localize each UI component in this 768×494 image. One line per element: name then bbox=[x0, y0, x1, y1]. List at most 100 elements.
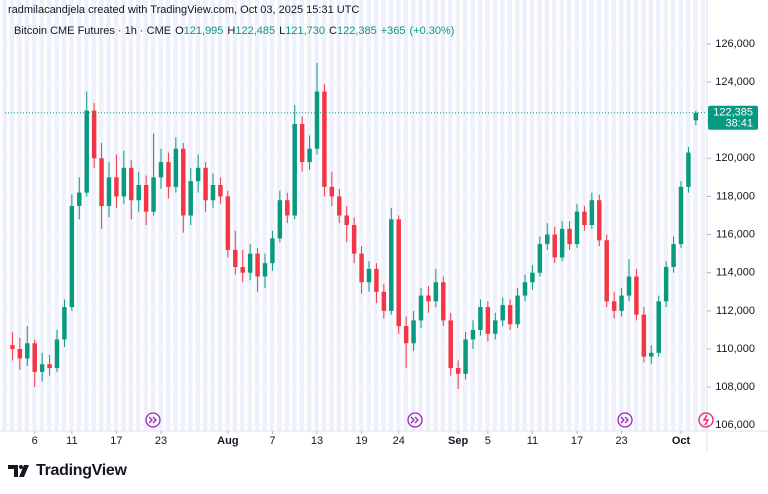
readout-item: H122,485 bbox=[227, 25, 275, 37]
candle-body bbox=[493, 320, 498, 334]
session-stripe bbox=[39, 0, 44, 431]
candle-body bbox=[574, 211, 580, 245]
candle-body bbox=[359, 253, 364, 283]
candle-body bbox=[470, 329, 476, 340]
candle-body bbox=[136, 184, 141, 201]
candle-body bbox=[314, 91, 320, 149]
session-stripe bbox=[61, 0, 67, 431]
y-tick-label: 118,000 bbox=[716, 190, 755, 202]
x-tick-label: 7 bbox=[269, 435, 275, 447]
event-icon[interactable] bbox=[617, 412, 633, 428]
session-stripe bbox=[410, 0, 416, 431]
readout-value: 122,485 bbox=[235, 25, 276, 37]
candle-body bbox=[99, 158, 104, 206]
session-stripe bbox=[373, 0, 379, 431]
event-icon-glyph bbox=[410, 416, 419, 424]
readout-value: 122,385 bbox=[336, 25, 377, 37]
candle-body bbox=[91, 110, 97, 159]
candle-body bbox=[344, 215, 349, 226]
candle-body bbox=[582, 211, 587, 226]
candle-body bbox=[604, 240, 609, 302]
candle-body bbox=[121, 167, 127, 197]
change: +365 bbox=[380, 25, 406, 37]
session-stripe bbox=[633, 0, 639, 431]
candle-body bbox=[262, 263, 268, 277]
y-tick-label: 126,000 bbox=[715, 38, 755, 50]
candle-body bbox=[247, 253, 253, 273]
session-stripe bbox=[403, 0, 408, 431]
session-stripe bbox=[24, 0, 30, 431]
session-stripe bbox=[91, 0, 96, 431]
change-pct: (+0.30%) bbox=[409, 25, 455, 37]
session-stripe bbox=[202, 0, 208, 431]
candle-body bbox=[255, 253, 260, 277]
y-tick-label: 106,000 bbox=[715, 419, 755, 431]
last-price-label: 122,385 bbox=[713, 107, 753, 119]
session-stripe bbox=[136, 0, 141, 431]
candle-body bbox=[463, 339, 468, 374]
candle-body bbox=[77, 192, 82, 206]
candle-body bbox=[500, 305, 505, 321]
candle-body bbox=[62, 307, 67, 340]
session-stripe bbox=[485, 0, 490, 431]
event-icon[interactable] bbox=[407, 412, 423, 428]
event-icon[interactable] bbox=[698, 412, 714, 428]
logo-part bbox=[19, 465, 23, 469]
session-stripe bbox=[54, 0, 59, 431]
candle-body bbox=[678, 186, 684, 245]
session-stripe bbox=[299, 0, 304, 431]
y-tick-label: 108,000 bbox=[715, 381, 755, 393]
candle-body bbox=[195, 167, 201, 182]
candle-body bbox=[478, 307, 483, 330]
session-stripe bbox=[17, 0, 22, 431]
candle-body bbox=[411, 320, 416, 344]
session-stripe bbox=[210, 0, 215, 431]
session-stripe bbox=[537, 0, 542, 431]
session-stripe bbox=[195, 0, 200, 431]
event-icons bbox=[145, 412, 714, 428]
session-stripe bbox=[500, 0, 505, 431]
x-tick-label: 24 bbox=[393, 435, 405, 447]
session-stripe bbox=[559, 0, 564, 431]
x-tick-label: Sep bbox=[448, 435, 468, 447]
x-tick-label: 11 bbox=[527, 435, 538, 447]
candle-body bbox=[426, 295, 431, 302]
session-stripe bbox=[329, 0, 334, 431]
readout-item: L121,730 bbox=[279, 25, 325, 37]
readout-name: H bbox=[227, 25, 236, 37]
x-tick-label: 19 bbox=[355, 435, 367, 447]
candle-body bbox=[552, 234, 557, 258]
logo-part bbox=[19, 465, 29, 477]
candle-body bbox=[626, 276, 632, 296]
session-stripe bbox=[173, 0, 178, 431]
x-tick-label: 11 bbox=[66, 435, 77, 447]
session-stripe bbox=[663, 0, 668, 431]
candle-body bbox=[589, 200, 595, 226]
session-stripe bbox=[648, 0, 654, 431]
session-stripe bbox=[522, 0, 527, 431]
candle-body bbox=[307, 148, 312, 163]
candle-body bbox=[515, 295, 520, 325]
session-stripe bbox=[641, 0, 646, 431]
event-icon[interactable] bbox=[145, 412, 161, 428]
session-stripe bbox=[32, 0, 37, 431]
candle-body bbox=[233, 249, 238, 267]
session-stripe bbox=[358, 0, 364, 431]
session-stripe bbox=[121, 0, 126, 431]
candle-body bbox=[166, 162, 171, 187]
candle-body bbox=[39, 364, 45, 372]
session-stripe bbox=[217, 0, 223, 431]
session-stripe bbox=[700, 0, 706, 431]
session-stripe bbox=[321, 0, 327, 431]
candle-body bbox=[389, 219, 394, 311]
candle-body bbox=[433, 282, 439, 302]
candle-body bbox=[10, 345, 15, 349]
session-stripe bbox=[626, 0, 631, 431]
session-stripe bbox=[9, 0, 15, 431]
session-stripe bbox=[611, 0, 616, 431]
session-stripe bbox=[269, 0, 275, 431]
candle-body bbox=[441, 282, 446, 321]
y-tick-label: 110,000 bbox=[716, 343, 755, 355]
